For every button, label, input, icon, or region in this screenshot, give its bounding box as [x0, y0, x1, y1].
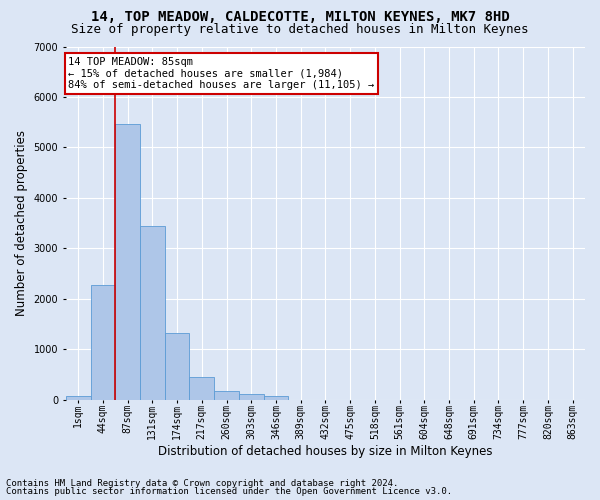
Bar: [91, 284, 115, 400]
Text: Size of property relative to detached houses in Milton Keynes: Size of property relative to detached ho…: [71, 22, 529, 36]
Bar: [66, 396, 91, 400]
Bar: [115, 124, 140, 400]
Bar: [239, 394, 263, 400]
Text: Contains public sector information licensed under the Open Government Licence v3: Contains public sector information licen…: [6, 487, 452, 496]
Bar: [190, 378, 214, 400]
Bar: [140, 226, 165, 400]
Text: 14 TOP MEADOW: 85sqm
← 15% of detached houses are smaller (1,984)
84% of semi-de: 14 TOP MEADOW: 85sqm ← 15% of detached h…: [68, 57, 374, 90]
Text: 14, TOP MEADOW, CALDECOTTE, MILTON KEYNES, MK7 8HD: 14, TOP MEADOW, CALDECOTTE, MILTON KEYNE…: [91, 10, 509, 24]
Bar: [214, 391, 239, 400]
X-axis label: Distribution of detached houses by size in Milton Keynes: Distribution of detached houses by size …: [158, 444, 493, 458]
Y-axis label: Number of detached properties: Number of detached properties: [15, 130, 28, 316]
Bar: [165, 334, 190, 400]
Text: Contains HM Land Registry data © Crown copyright and database right 2024.: Contains HM Land Registry data © Crown c…: [6, 478, 398, 488]
Bar: [263, 396, 289, 400]
